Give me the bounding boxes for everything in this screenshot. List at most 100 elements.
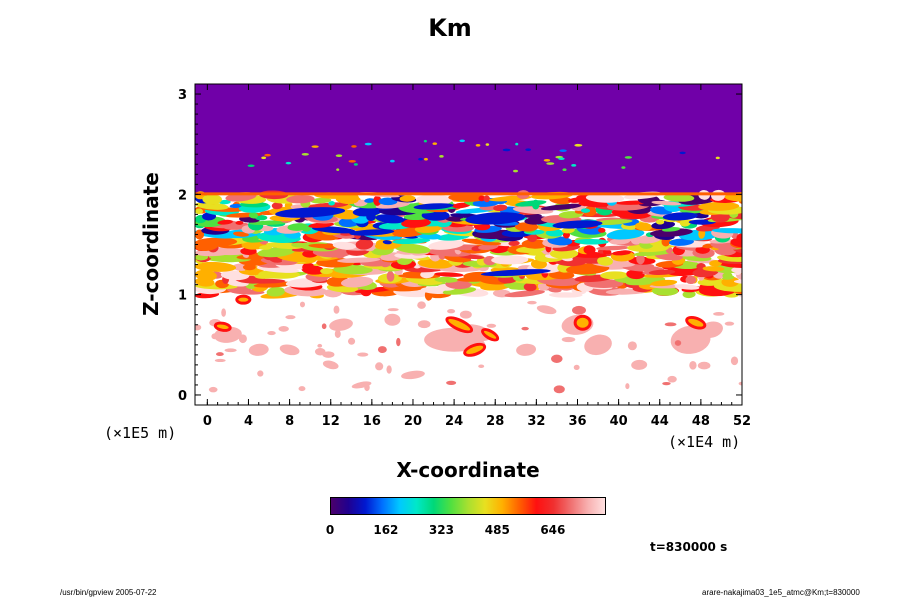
mixed-layer-streak xyxy=(597,249,605,254)
mixed-layer-streak xyxy=(195,208,204,215)
mixed-layer-streak xyxy=(651,200,682,206)
mixed-layer-streak xyxy=(514,222,539,232)
x-tick-label: 44 xyxy=(651,414,669,429)
x-tick-label: 40 xyxy=(610,414,628,429)
x-axis: 0 4 8 12 16 20 24 28 32 36 40 44 48 52 xyxy=(203,84,751,429)
y-axis-label: Z-coordinate xyxy=(139,172,163,316)
lower-speck xyxy=(298,386,306,392)
lower-patch xyxy=(248,343,269,356)
lower-speck xyxy=(738,381,742,386)
lower-speck xyxy=(521,326,529,331)
mixed-layer-streak xyxy=(597,256,613,266)
lower-speck xyxy=(208,386,218,393)
colorbar-tick-label: 0 xyxy=(325,523,335,537)
x-tick-label: 0 xyxy=(203,414,212,429)
mixed-layer-streak xyxy=(663,193,695,202)
time-label: t=830000 s xyxy=(650,540,728,554)
hot-spot-core xyxy=(448,318,471,331)
mixed-layer-streak xyxy=(483,195,490,203)
mixed-layer-streak xyxy=(478,195,485,202)
upper-speck xyxy=(485,143,490,146)
mixed-layer-streak xyxy=(568,197,585,203)
x-tick-label: 24 xyxy=(445,414,463,429)
mixed-layer-streak xyxy=(320,268,333,275)
lower-speck xyxy=(713,312,725,316)
footer-command: /usr/bin/gpview 2005-07-22 xyxy=(60,588,157,597)
upper-speck xyxy=(264,153,271,157)
lower-speck xyxy=(221,308,226,317)
x-axis-label: X-coordinate xyxy=(396,458,540,482)
mixed-layer-streak xyxy=(585,193,625,203)
lower-speck xyxy=(396,337,401,347)
lower-speck xyxy=(339,322,351,328)
heatmap-field xyxy=(195,84,742,394)
mixed-layer-streak xyxy=(337,257,381,263)
mixed-layer-streak xyxy=(702,266,725,272)
mixed-layer-streak xyxy=(649,228,693,237)
lower-speck xyxy=(347,337,356,345)
mixed-layer-streak xyxy=(679,219,691,227)
upper-speck xyxy=(546,162,555,165)
mixed-layer-streak xyxy=(291,242,307,248)
lower-speck xyxy=(322,351,335,358)
upper-speck xyxy=(562,168,567,172)
lower-speck xyxy=(572,305,586,315)
upper-speck xyxy=(247,164,255,168)
mixed-layer-streak xyxy=(515,200,547,207)
mixed-layer-streak xyxy=(417,258,454,269)
x-tick-label: 28 xyxy=(486,414,504,429)
lower-speck xyxy=(478,364,485,369)
upper-speck xyxy=(348,160,356,163)
mixed-layer-streak xyxy=(392,238,431,245)
upper-speck xyxy=(459,139,465,143)
lower-speck xyxy=(278,326,289,332)
upper-speck xyxy=(335,154,343,158)
upper-speck xyxy=(515,142,519,146)
x-tick-label: 8 xyxy=(285,414,294,429)
upper-speck xyxy=(525,148,532,152)
mixed-layer-streak xyxy=(349,193,360,204)
upper-region xyxy=(195,84,742,195)
mixed-layer-streak xyxy=(711,228,742,234)
upper-speck xyxy=(311,145,319,148)
mixed-layer-streak xyxy=(461,238,502,246)
lower-speck xyxy=(364,383,370,392)
lower-speck xyxy=(375,362,384,371)
y-axis: 0 1 2 3 xyxy=(178,88,742,404)
lower-patch xyxy=(516,343,537,356)
mixed-layer-streak xyxy=(491,255,529,265)
chart-title: Km xyxy=(428,14,472,42)
upper-speck xyxy=(621,166,626,169)
mixed-layer-streak xyxy=(635,234,662,244)
mixed-layer-streak xyxy=(258,245,273,250)
mixed-layer-streak xyxy=(448,193,487,202)
colorbar xyxy=(330,497,606,515)
mixed-layer-streak xyxy=(740,207,742,215)
mixed-layer-streak xyxy=(420,270,435,279)
mixed-layer-streak xyxy=(229,203,242,209)
lower-patch xyxy=(322,360,339,370)
mixed-layer-streak xyxy=(717,254,742,262)
colorbar-tick-label: 646 xyxy=(540,523,566,537)
mixed-layer-streak xyxy=(271,202,283,210)
lower-speck xyxy=(417,301,426,309)
lower-speck xyxy=(627,341,637,351)
hot-spot-core xyxy=(688,318,704,327)
mixed-layer-streak xyxy=(332,241,357,250)
mixed-layer-streak xyxy=(609,238,631,245)
lower-speck xyxy=(664,322,677,327)
upper-speck xyxy=(624,156,632,159)
x-tick-label: 48 xyxy=(692,414,710,429)
hot-spot-core xyxy=(238,297,249,302)
mixed-layer-streak xyxy=(266,286,285,297)
mixed-layer-streak xyxy=(685,275,697,285)
mixed-layer-streak xyxy=(574,238,609,245)
upper-speck xyxy=(285,161,292,165)
upper-speck xyxy=(301,153,309,156)
mixed-layer-streak xyxy=(478,243,499,251)
mixed-layer-streak xyxy=(340,276,374,288)
hot-spot-core xyxy=(466,345,484,355)
upper-speck xyxy=(513,169,519,173)
mixed-layer-streak xyxy=(333,264,373,275)
mixed-layer-streak xyxy=(284,201,293,210)
